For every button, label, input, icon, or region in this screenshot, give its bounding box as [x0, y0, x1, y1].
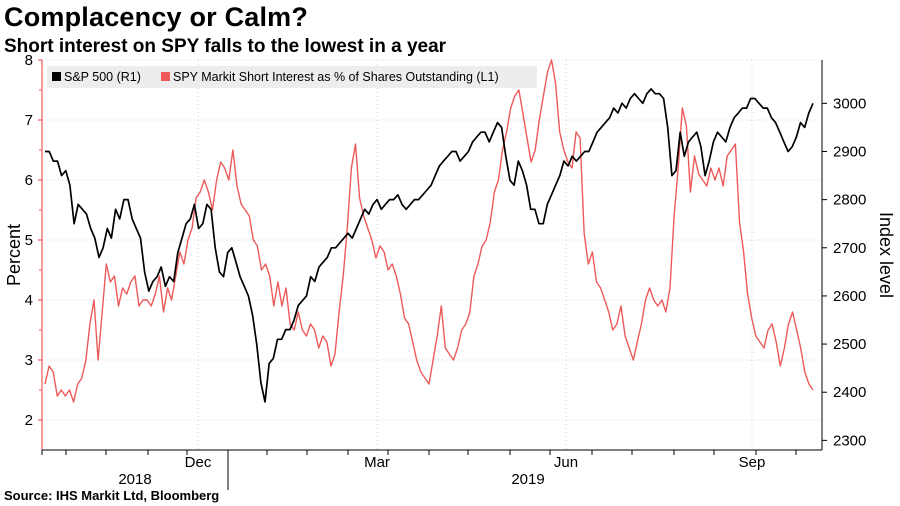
right-tick-label: 2400: [833, 384, 866, 401]
left-tick-label: 5: [25, 232, 33, 249]
chart-title: Complacency or Calm?: [4, 2, 309, 32]
grid-lines: [42, 59, 822, 450]
left-tick-label: 2: [25, 412, 33, 429]
year-label-2018: 2018: [118, 471, 151, 488]
right-tick-label: 2300: [833, 432, 866, 449]
right-tick-label: 2900: [833, 143, 866, 160]
left-tick-label: 4: [25, 292, 33, 309]
month-label-sep: Sep: [739, 454, 766, 471]
right-axis-label: Index level: [876, 212, 896, 298]
left-tick-label: 6: [25, 172, 33, 189]
year-label-2019: 2019: [511, 471, 544, 488]
legend-swatch-sp500: [52, 72, 61, 81]
month-label-dec: Dec: [185, 454, 212, 471]
series-sp500: [45, 88, 814, 403]
axes: 2 3 4 5 6 7 8 2300 2400 2500 2600 2700 2800 2900 3000 D…: [25, 52, 866, 490]
left-axis-label: Percent: [4, 224, 24, 286]
right-tick-label: 2600: [833, 288, 866, 305]
right-tick-label: 2700: [833, 240, 866, 257]
series-layer: [44, 59, 814, 403]
month-label-jun: Jun: [554, 454, 578, 471]
right-tick-label: 3000: [833, 95, 866, 112]
series-short-interest: [44, 59, 814, 403]
legend-label-short-interest: SPY Markit Short Interest as % of Shares…: [173, 70, 499, 84]
month-label-mar: Mar: [364, 454, 390, 471]
legend-swatch-short-interest: [161, 72, 170, 81]
left-tick-label: 7: [25, 112, 33, 129]
left-tick-label: 8: [25, 52, 33, 69]
chart-subtitle: Short interest on SPY falls to the lowes…: [4, 36, 447, 57]
right-tick-label: 2500: [833, 336, 866, 353]
legend-label-sp500: S&P 500 (R1): [64, 70, 141, 84]
source-note: Source: IHS Markit Ltd, Bloomberg: [4, 488, 220, 503]
legend: S&P 500 (R1) SPY Markit Short Interest a…: [47, 66, 537, 88]
legend-background: [47, 66, 537, 88]
right-tick-label: 2800: [833, 192, 866, 209]
left-tick-label: 3: [25, 352, 33, 369]
